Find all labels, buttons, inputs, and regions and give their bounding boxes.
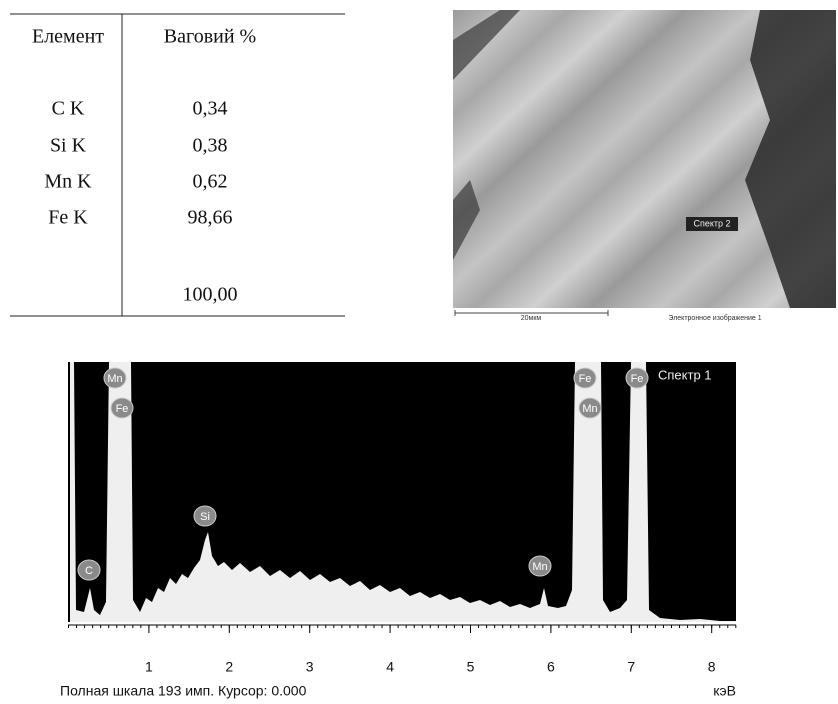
- scale-label: 20мкм: [521, 315, 542, 322]
- unit-label: кэВ: [713, 683, 736, 699]
- x-tick-label: 6: [547, 659, 555, 675]
- sem-image: Спектр 2 20мкм Электронное изображение 1: [453, 10, 836, 322]
- table-cell: 0,34: [193, 98, 228, 120]
- peak-marker: [110, 397, 134, 419]
- x-tick-label: 8: [708, 659, 716, 675]
- table-total: 100,00: [183, 284, 238, 306]
- table-header: Елемент: [32, 26, 104, 48]
- peak-marker: [77, 559, 101, 581]
- x-tick-label: 1: [145, 659, 153, 675]
- dark-region: [745, 10, 836, 308]
- peak-marker: [528, 555, 552, 577]
- table-cell: Si K: [50, 135, 87, 157]
- peak-marker: [193, 505, 217, 527]
- peak-marker: [625, 367, 649, 389]
- table-cell: Mn K: [44, 171, 92, 193]
- table: [10, 13, 345, 317]
- spectrum-footer: Полная шкала 193 имп. Курсор: 0.000: [60, 683, 307, 699]
- image-label: Спектр 2: [693, 218, 730, 228]
- x-tick-label: 2: [225, 659, 233, 675]
- peak-label: Fe: [116, 403, 129, 415]
- dark-region: [453, 10, 520, 260]
- peak-marker: [573, 367, 597, 389]
- spectrum-title: Спектр 1: [658, 367, 712, 382]
- peak-label: Si: [200, 511, 210, 523]
- peak-label: Fe: [579, 373, 592, 385]
- peak-label: C: [85, 565, 93, 577]
- x-tick-label: 7: [627, 659, 635, 675]
- table-cell: 98,66: [188, 207, 233, 229]
- table-cell: 0,62: [193, 171, 228, 193]
- spectrum: Спектр 1 Полная шкала 193 имп. Курсор: 0…: [60, 362, 736, 699]
- table-cell: Fe K: [48, 207, 88, 229]
- table-cell: 0,38: [193, 135, 228, 157]
- peak-label: Mn: [582, 403, 597, 415]
- table-cell: C K: [52, 98, 85, 120]
- peak-marker: [103, 367, 127, 389]
- table-header: Ваговий %: [164, 26, 256, 48]
- peak-label: Mn: [532, 561, 547, 573]
- peak-label: Fe: [631, 373, 644, 385]
- label-box: [686, 217, 738, 231]
- peak-label: Mn: [107, 373, 122, 385]
- peak-marker: [578, 397, 602, 419]
- image-caption: Электронное изображение 1: [668, 314, 761, 322]
- x-tick-label: 4: [386, 659, 394, 675]
- x-tick-label: 5: [467, 659, 475, 675]
- x-tick-label: 3: [306, 659, 314, 675]
